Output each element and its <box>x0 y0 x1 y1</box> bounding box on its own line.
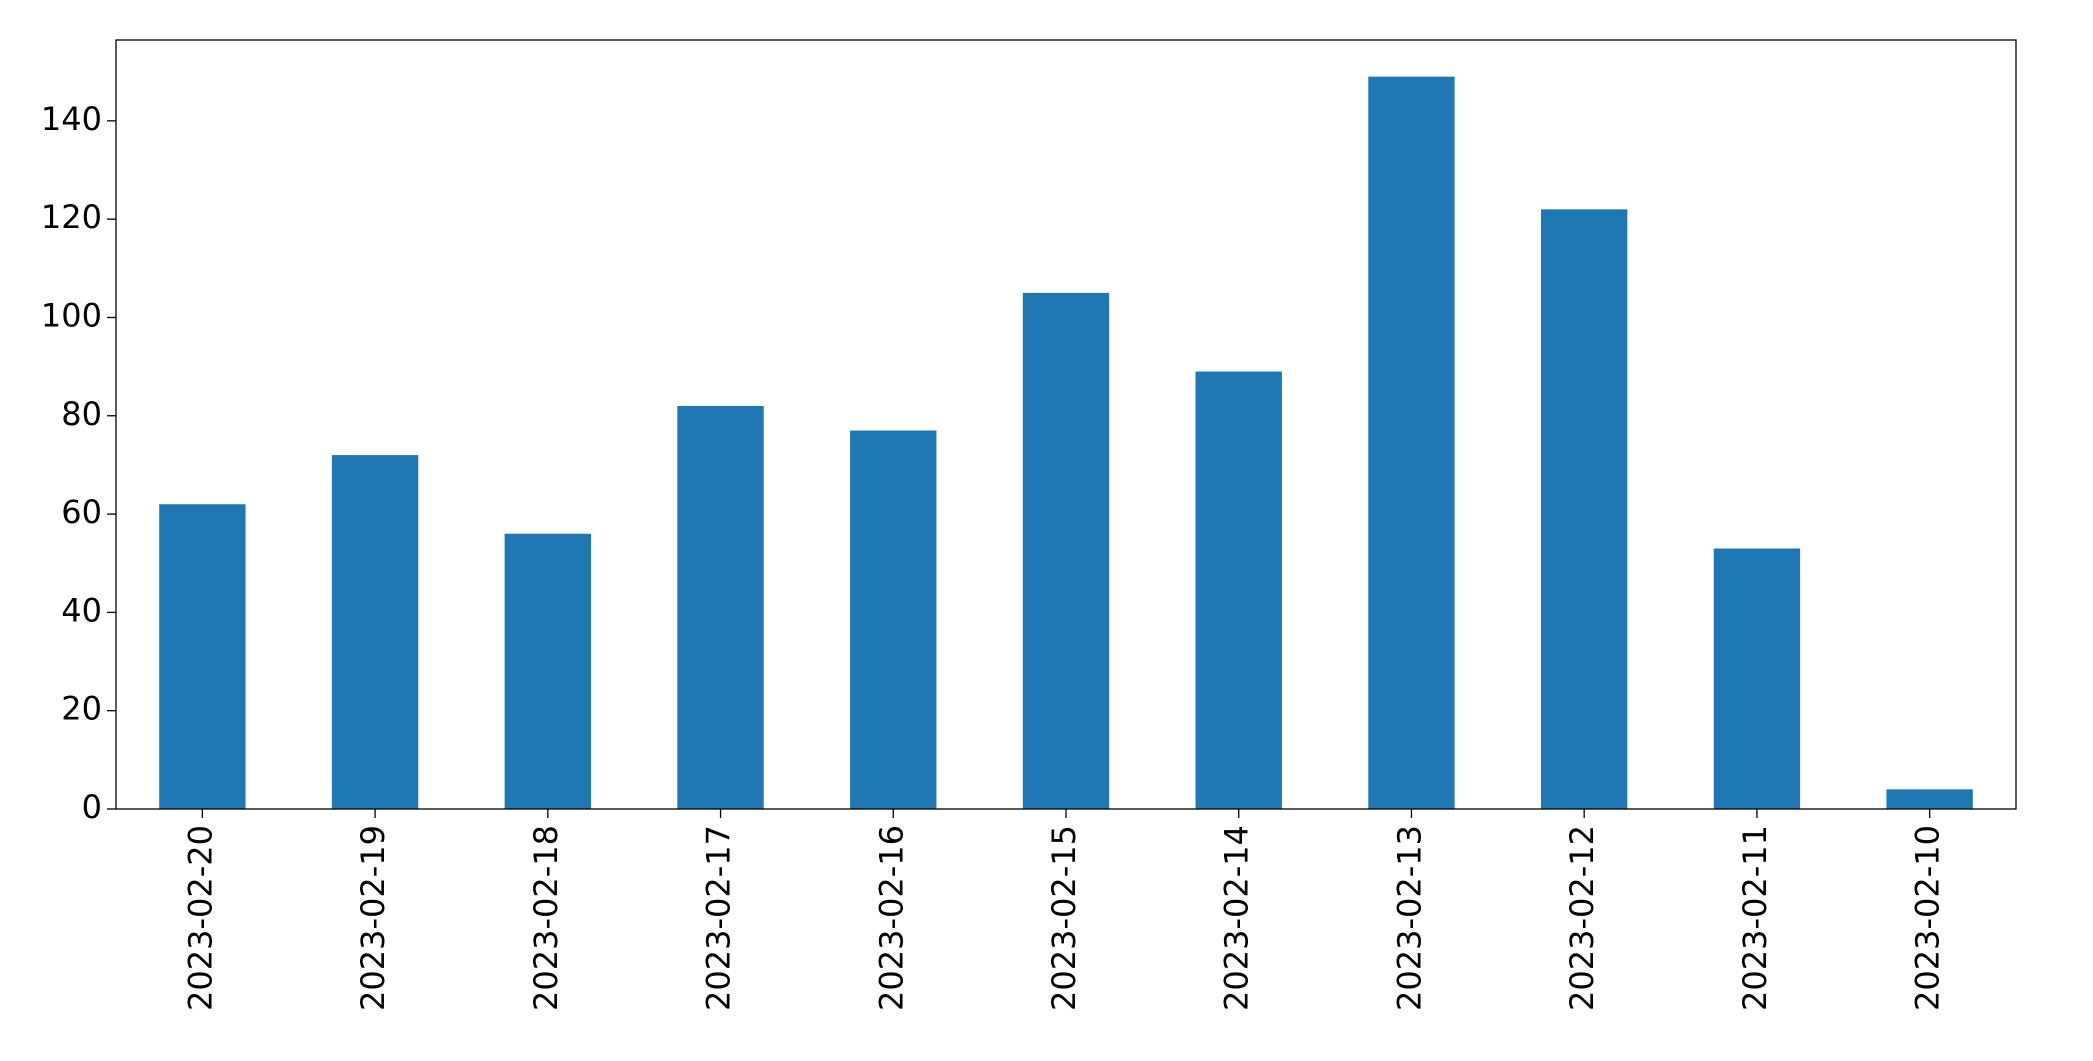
x-tick-label: 2023-02-20 <box>181 825 219 1011</box>
x-tick-label: 2023-02-10 <box>1909 825 1947 1011</box>
axes-frame <box>115 39 2017 810</box>
bar <box>331 455 419 809</box>
x-tick-label: 2023-02-15 <box>1045 825 1083 1011</box>
y-tick-label: 60 <box>61 493 102 531</box>
y-tick-label: 140 <box>41 100 102 138</box>
bar <box>504 533 591 809</box>
x-tick-label: 2023-02-11 <box>1736 825 1774 1011</box>
x-tick-label: 2023-02-14 <box>1218 825 1256 1011</box>
bar <box>677 405 764 809</box>
x-tick-label: 2023-02-16 <box>872 825 910 1011</box>
x-tick-label: 2023-02-12 <box>1563 825 1601 1011</box>
x-tick-label: 2023-02-18 <box>527 825 565 1011</box>
bar <box>1713 548 1801 809</box>
y-tick-label: 40 <box>61 591 102 629</box>
y-tick-label: 20 <box>61 690 102 728</box>
bar <box>1886 789 1973 809</box>
bar <box>159 504 246 809</box>
x-tick-label: 2023-02-17 <box>700 825 738 1011</box>
y-tick-label: 120 <box>41 198 102 236</box>
y-tick-label: 100 <box>41 296 102 334</box>
bar <box>1368 76 1455 810</box>
bar <box>1195 371 1282 809</box>
x-tick-label: 2023-02-13 <box>1390 825 1428 1011</box>
x-tick-label: 2023-02-19 <box>354 825 392 1011</box>
bar <box>850 430 937 809</box>
bar <box>1022 292 1110 810</box>
y-tick-label: 80 <box>61 395 102 433</box>
y-tick-label: 0 <box>82 788 102 826</box>
bar <box>1541 209 1628 809</box>
